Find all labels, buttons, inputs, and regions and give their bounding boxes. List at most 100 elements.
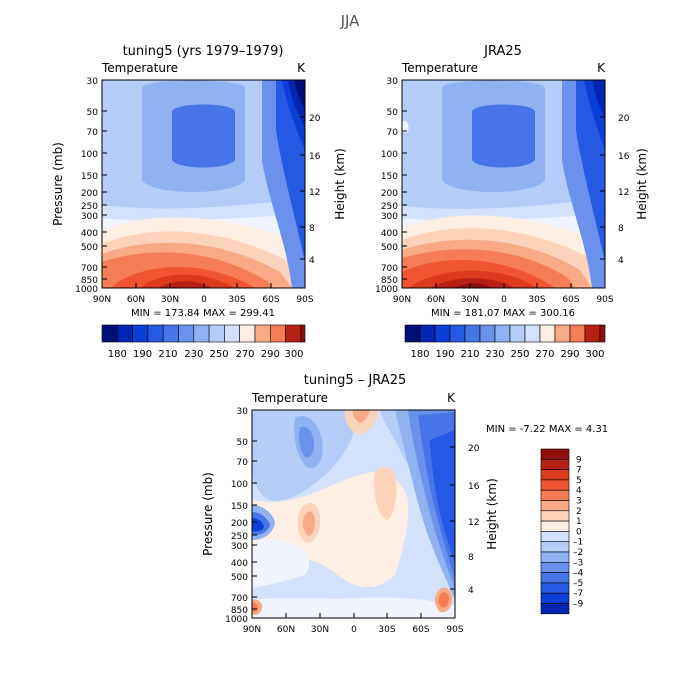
svg-text:8: 8 [618, 224, 624, 234]
colorbar-label: 290 [261, 349, 280, 360]
tick: 700 [81, 264, 107, 274]
svg-text:30N: 30N [311, 625, 329, 635]
svg-text:100: 100 [381, 150, 398, 160]
svg-text:4: 4 [618, 256, 624, 266]
contour-band [294, 80, 305, 110]
svg-text:700: 700 [81, 264, 98, 274]
tick: 400 [231, 559, 257, 569]
svg-text:60N: 60N [127, 295, 145, 305]
min-max-text: MIN = 173.84 MAX = 299.41 [131, 308, 275, 319]
svg-text:300: 300 [81, 212, 98, 222]
svg-text:60N: 60N [277, 625, 295, 635]
colorbar-swatch [269, 324, 286, 343]
colorbar-label: 230 [485, 349, 504, 360]
units-label: K [447, 391, 456, 405]
tick: 12 [600, 188, 629, 198]
tick: 20 [600, 114, 630, 124]
svg-text:400: 400 [81, 229, 98, 239]
colorbar-label: 0 [576, 527, 582, 537]
contour-band [592, 80, 605, 118]
tick: 50 [87, 108, 107, 118]
tick: 200 [231, 519, 257, 529]
tick: 500 [81, 243, 107, 253]
tick: 850 [81, 276, 107, 286]
tick: 500 [231, 573, 257, 583]
svg-text:90N: 90N [93, 295, 111, 305]
axis-bottom: 90N 60N 30N 0 30S 60S 90S [393, 283, 614, 305]
svg-text:250: 250 [381, 202, 398, 212]
svg-text:300: 300 [231, 542, 248, 552]
colorbar-swatch [540, 592, 570, 604]
colorbar-swatch [208, 324, 225, 343]
colorbar-swatch [540, 479, 570, 491]
svg-text:400: 400 [381, 229, 398, 239]
colorbar-label: –9 [573, 600, 584, 610]
tick: 50 [387, 108, 407, 118]
colorbar: 180 190 210 230 250 270 290 300 [101, 324, 306, 360]
tick: 90N [93, 283, 111, 305]
colorbar-label: 300 [284, 349, 303, 360]
colorbar-label: 210 [158, 349, 177, 360]
tick: 12 [300, 188, 320, 198]
svg-text:70: 70 [87, 128, 99, 138]
svg-text:1000: 1000 [225, 615, 248, 625]
colorbar-swatch [524, 324, 541, 343]
colorbar-swatch [540, 520, 570, 532]
colorbar-label: 270 [235, 349, 254, 360]
colorbar-swatch [178, 324, 195, 343]
svg-text:4: 4 [468, 586, 474, 596]
units-label: K [597, 61, 606, 75]
tick: 4 [300, 256, 315, 266]
svg-text:90N: 90N [243, 625, 261, 635]
colorbar-label: 4 [576, 486, 582, 496]
colorbar-swatch [419, 324, 436, 343]
colorbar-swatch [539, 324, 556, 343]
colorbar-swatch [540, 603, 570, 615]
colorbar-swatch [540, 469, 570, 481]
units-label: K [297, 61, 306, 75]
colorbar-vertical: 9 7 5 4 3 2 1 0 –1 –2 –3 –4 –5 –7 –9 [540, 448, 584, 615]
tick: 60N [277, 613, 295, 635]
svg-text:0: 0 [351, 625, 357, 635]
colorbar-swatch [540, 448, 570, 460]
colorbar-swatch [540, 561, 570, 573]
colorbar-swatch [147, 324, 164, 343]
tick: 90S [596, 283, 614, 305]
svg-text:30: 30 [87, 77, 99, 87]
colorbar-swatch [540, 458, 570, 470]
contour-band [472, 104, 535, 168]
tick: 700 [231, 594, 257, 604]
colorbar-swatch [117, 324, 133, 343]
svg-text:12: 12 [468, 518, 479, 528]
svg-text:500: 500 [81, 243, 98, 253]
tick: 700 [381, 264, 407, 274]
y-axis-label: Pressure (mb) [201, 472, 215, 556]
tick: 400 [381, 229, 407, 239]
tick: 70 [87, 128, 107, 138]
colorbar-label: 3 [576, 497, 582, 507]
svg-text:250: 250 [231, 532, 248, 542]
colorbar-swatch [540, 551, 570, 563]
contour-band [140, 274, 235, 288]
tick: 300 [81, 212, 107, 222]
y-axis-label: Pressure (mb) [51, 142, 65, 226]
panel-difference: tuning5 – JRA25 Temperature K [201, 373, 608, 635]
tick: 16 [600, 152, 630, 162]
tick: 20 [450, 444, 480, 454]
colorbar-swatch [285, 324, 302, 343]
tick: 8 [450, 553, 474, 563]
svg-text:30N: 30N [161, 295, 179, 305]
svg-text:60N: 60N [427, 295, 445, 305]
colorbar-label: 270 [535, 349, 554, 360]
colorbar-swatch [479, 324, 496, 343]
tick: 0 [351, 613, 357, 635]
tick: 300 [231, 542, 257, 552]
colorbar-label: 180 [108, 349, 127, 360]
tick: 400 [81, 229, 107, 239]
tick: 30N [161, 283, 179, 305]
contour-band [374, 467, 397, 520]
svg-text:200: 200 [381, 189, 398, 199]
svg-text:500: 500 [381, 243, 398, 253]
min-max-text: MIN = 181.07 MAX = 300.16 [431, 308, 575, 319]
colorbar-swatch [162, 324, 179, 343]
